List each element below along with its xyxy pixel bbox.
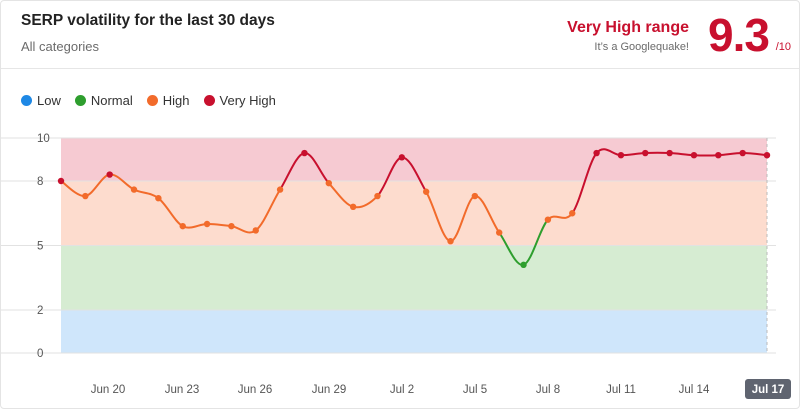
data-point — [349, 203, 357, 210]
x-tick-label: Jul 11 — [606, 384, 636, 396]
data-point — [106, 171, 113, 178]
current-date-badge-bg — [745, 379, 791, 399]
data-point — [739, 149, 746, 157]
data-point — [179, 222, 186, 230]
x-tick-label: Jul 14 — [679, 384, 710, 396]
band-normal — [61, 245, 767, 310]
x-tick-label: Jun 20 — [91, 384, 126, 396]
data-point — [496, 229, 503, 236]
data-point — [155, 195, 162, 202]
data-point — [325, 179, 332, 187]
legend-label-high: High — [162, 93, 190, 108]
legend-label-normal: Normal — [90, 93, 133, 108]
x-tick-label: Jun 26 — [238, 384, 273, 396]
band-low — [61, 310, 767, 353]
current-date-badge: Jul 17 — [745, 379, 791, 399]
data-point — [617, 152, 625, 159]
data-point — [593, 149, 600, 157]
score-denominator: /10 — [775, 41, 791, 53]
category-selector[interactable]: All categories — [21, 39, 100, 54]
data-point — [569, 210, 576, 217]
legend-dot-normal — [74, 95, 86, 106]
data-point — [471, 192, 479, 200]
legend-dot-high — [146, 95, 158, 106]
y-tick-label: 5 — [37, 241, 43, 253]
chart-title: SERP volatility for the last 30 days — [21, 12, 275, 29]
data-point — [203, 220, 211, 228]
volatility-score: 9.3 — [708, 9, 770, 61]
legend-item-high[interactable]: High — [146, 93, 190, 108]
data-point — [422, 188, 430, 195]
data-point — [252, 227, 259, 234]
data-point — [544, 216, 552, 223]
data-point — [374, 192, 381, 200]
legend-item-normal[interactable]: Normal — [74, 93, 133, 108]
legend-item-very-high[interactable]: Very High — [203, 93, 276, 108]
volatility-chart: 0 2 5 8 10 Jun 20 Jun 23 Jun 26 Jun 29 Jul 2 Jul 5… — [1, 133, 791, 399]
data-point — [82, 192, 89, 200]
data-point — [276, 186, 284, 193]
band-very-high — [61, 138, 767, 181]
data-point — [57, 177, 65, 185]
card-header: SERP volatility for the last 30 days All… — [1, 1, 799, 69]
legend-label-low: Low — [37, 93, 61, 108]
x-tick-label: Jun 23 — [165, 384, 200, 396]
x-tick-label: Jul 5 — [463, 384, 487, 396]
range-subtitle: It’s a Googlequake! — [594, 41, 689, 53]
data-point — [715, 152, 722, 159]
data-point — [666, 149, 673, 157]
legend-dot-low — [21, 95, 32, 106]
data-point — [763, 152, 771, 159]
x-tick-label: Jul 2 — [390, 384, 414, 396]
series-line-segment — [571, 152, 598, 215]
data-point — [520, 261, 527, 269]
chart-legend: Low Normal High Very High — [21, 93, 276, 108]
data-point — [447, 238, 454, 245]
data-point — [642, 149, 649, 157]
x-tick-label-last: Jul 17 — [752, 384, 785, 396]
y-tick-label: 8 — [37, 176, 43, 188]
data-point — [228, 222, 235, 230]
legend-dot-very-high — [203, 95, 215, 106]
data-point — [690, 152, 698, 159]
x-tick-label: Jul 8 — [536, 384, 560, 396]
x-tick-label: Jun 29 — [312, 384, 347, 396]
legend-item-low[interactable]: Low — [21, 93, 61, 108]
data-point — [301, 149, 308, 157]
data-point — [398, 154, 406, 161]
y-tick-label: 0 — [37, 348, 43, 360]
band-high — [61, 181, 767, 246]
range-label: Very High range — [567, 19, 689, 36]
y-tick-label: 2 — [37, 305, 43, 317]
data-point — [130, 186, 138, 193]
y-tick-label: 10 — [37, 133, 50, 145]
legend-label-very-high: Very High — [219, 93, 276, 108]
